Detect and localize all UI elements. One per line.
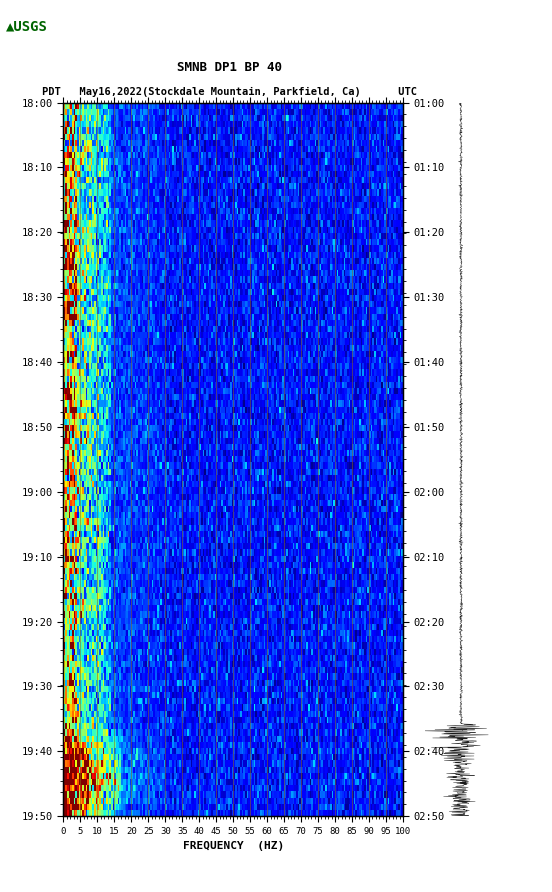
X-axis label: FREQUENCY  (HZ): FREQUENCY (HZ): [183, 841, 284, 851]
Text: SMNB DP1 BP 40: SMNB DP1 BP 40: [177, 61, 282, 74]
Text: PDT   May16,2022(Stockdale Mountain, Parkfield, Ca)      UTC: PDT May16,2022(Stockdale Mountain, Parkf…: [41, 87, 417, 97]
Text: ▲USGS: ▲USGS: [6, 20, 47, 34]
